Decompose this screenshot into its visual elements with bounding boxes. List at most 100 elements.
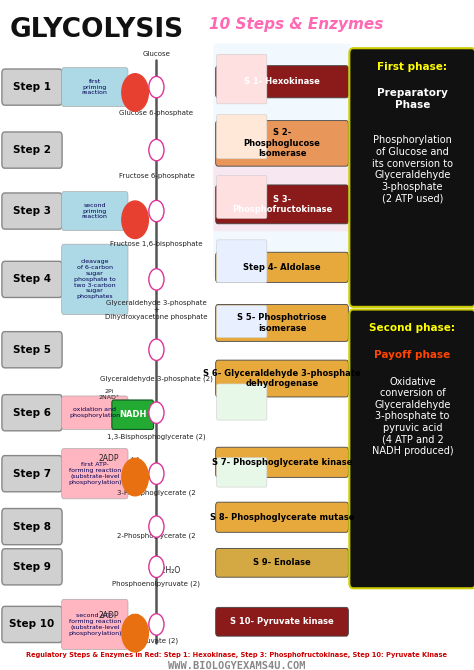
Text: Step 7: Step 7: [13, 469, 51, 478]
Text: Second phase:: Second phase:: [369, 323, 456, 333]
FancyBboxPatch shape: [2, 509, 62, 545]
Text: Regulatory Steps & Enzymes in Red: Step 1: Hexokinase, Step 3: Phosphofructokina: Regulatory Steps & Enzymes in Red: Step …: [27, 653, 447, 658]
Text: Glucose: Glucose: [143, 51, 170, 56]
Circle shape: [149, 614, 164, 635]
Text: Step 9: Step 9: [13, 562, 51, 572]
Text: 2ADP: 2ADP: [99, 610, 119, 620]
Text: S 1- Hexokinase: S 1- Hexokinase: [244, 77, 320, 86]
FancyBboxPatch shape: [217, 306, 267, 338]
Text: S 9- Enolase: S 9- Enolase: [253, 558, 311, 567]
Text: Step 3: Step 3: [13, 206, 51, 216]
Text: 2ADP: 2ADP: [99, 454, 119, 463]
FancyBboxPatch shape: [216, 66, 348, 98]
Text: NADH: NADH: [119, 410, 146, 419]
FancyBboxPatch shape: [216, 360, 348, 397]
FancyBboxPatch shape: [2, 606, 62, 643]
FancyBboxPatch shape: [216, 121, 348, 166]
Text: Glyceraldehyde 3-phosphate
+
Dihydroxyacetone phosphate: Glyceraldehyde 3-phosphate + Dihydroxyac…: [105, 300, 208, 320]
FancyBboxPatch shape: [217, 384, 267, 420]
Circle shape: [149, 556, 164, 578]
Text: second
priming
reaction: second priming reaction: [82, 203, 108, 219]
FancyBboxPatch shape: [216, 185, 348, 224]
Text: S 10- Pyruvate kinase: S 10- Pyruvate kinase: [230, 617, 334, 626]
FancyBboxPatch shape: [112, 400, 154, 429]
Text: Glucose 6-phosphate: Glucose 6-phosphate: [119, 110, 193, 115]
FancyBboxPatch shape: [216, 607, 348, 636]
Text: 2: 2: [154, 145, 159, 155]
FancyBboxPatch shape: [62, 68, 128, 107]
Text: S 3-
Phosphofructokinase: S 3- Phosphofructokinase: [232, 195, 332, 214]
Text: 7: 7: [154, 469, 159, 478]
FancyBboxPatch shape: [216, 304, 348, 342]
Text: Preparatory
Phase: Preparatory Phase: [377, 88, 448, 110]
FancyBboxPatch shape: [216, 502, 348, 532]
Text: first ATP-
forming reaction
(substrate-level
phosphorylation): first ATP- forming reaction (substrate-l…: [68, 462, 121, 485]
Circle shape: [149, 463, 164, 484]
Text: 8: 8: [154, 522, 159, 531]
FancyBboxPatch shape: [217, 176, 267, 218]
Circle shape: [149, 402, 164, 423]
FancyBboxPatch shape: [62, 396, 128, 429]
Text: first
priming
reaction: first priming reaction: [82, 79, 108, 95]
FancyBboxPatch shape: [2, 395, 62, 431]
FancyBboxPatch shape: [213, 44, 351, 278]
Text: S 5- Phosphotriose
isomerase: S 5- Phosphotriose isomerase: [237, 314, 327, 332]
Text: + H: + H: [147, 412, 161, 417]
Text: S 7- Phosphoglycerate kinase: S 7- Phosphoglycerate kinase: [212, 458, 352, 467]
FancyBboxPatch shape: [217, 240, 267, 283]
FancyBboxPatch shape: [2, 132, 62, 168]
Text: 10: 10: [151, 620, 162, 629]
Text: S 2-
Phosphoglucose
Isomerase: S 2- Phosphoglucose Isomerase: [244, 129, 320, 158]
Text: second ATP-
forming reaction
(substrate-level
phosphorylation): second ATP- forming reaction (substrate-…: [68, 613, 121, 636]
Text: 1: 1: [154, 82, 159, 92]
Circle shape: [149, 200, 164, 222]
FancyBboxPatch shape: [62, 192, 128, 230]
Text: 10 Steps & Enzymes: 10 Steps & Enzymes: [209, 17, 383, 32]
FancyBboxPatch shape: [2, 332, 62, 368]
Text: Step 5: Step 5: [13, 345, 51, 354]
Text: cleavage
of 6-carbon
sugar
phosphate to
two 3-carbon
sugar
phosphates: cleavage of 6-carbon sugar phosphate to …: [74, 259, 116, 299]
Text: oxidation and
phosphorylation: oxidation and phosphorylation: [69, 407, 120, 418]
FancyBboxPatch shape: [217, 115, 267, 159]
FancyBboxPatch shape: [349, 48, 474, 307]
FancyBboxPatch shape: [216, 548, 348, 577]
Text: Phosphoenolpyruvate (2): Phosphoenolpyruvate (2): [112, 581, 201, 588]
Text: Pyruvate (2): Pyruvate (2): [135, 637, 178, 644]
Text: Fructose 1,6-bisphosphate: Fructose 1,6-bisphosphate: [110, 241, 203, 247]
Text: Step 6: Step 6: [13, 408, 51, 417]
Text: Payoff phase: Payoff phase: [374, 350, 450, 360]
Circle shape: [149, 516, 164, 537]
Circle shape: [122, 201, 148, 239]
FancyBboxPatch shape: [217, 54, 267, 104]
FancyBboxPatch shape: [62, 449, 128, 498]
Text: 3-Phosphoglycerate (2: 3-Phosphoglycerate (2: [117, 489, 196, 496]
FancyBboxPatch shape: [62, 599, 128, 650]
Text: 6: 6: [154, 408, 159, 417]
FancyBboxPatch shape: [62, 245, 128, 315]
Text: 4: 4: [154, 275, 159, 284]
FancyBboxPatch shape: [216, 252, 348, 283]
Text: Oxidative
conversion of
Glyceraldehyde
3-phosphate to
pyruvic acid
(4 ATP and 2
: Oxidative conversion of Glyceraldehyde 3…: [372, 377, 453, 456]
Text: 2Pi
2NAD⁺: 2Pi 2NAD⁺: [99, 389, 119, 400]
Circle shape: [122, 458, 148, 496]
Circle shape: [149, 339, 164, 360]
Text: Step 10: Step 10: [9, 620, 55, 629]
Text: ATP
→ ADP: ATP → ADP: [123, 86, 147, 99]
Text: S 8- Phosphoglycerate mutase: S 8- Phosphoglycerate mutase: [210, 513, 354, 522]
Text: 3: 3: [154, 206, 159, 216]
Text: 1,3-Bisphosphoglycerate (2): 1,3-Bisphosphoglycerate (2): [107, 433, 206, 440]
Text: Step 4: Step 4: [13, 275, 51, 284]
Text: WWW.BIOLOGYEXAMS4U.COM: WWW.BIOLOGYEXAMS4U.COM: [168, 661, 306, 670]
Text: Step 1: Step 1: [13, 82, 51, 92]
Text: Glyceraldehyde 3-phosphate (2): Glyceraldehyde 3-phosphate (2): [100, 375, 213, 382]
Text: Step 2: Step 2: [13, 145, 51, 155]
FancyBboxPatch shape: [2, 261, 62, 297]
Text: GLYCOLYSIS: GLYCOLYSIS: [9, 17, 183, 44]
Text: 5: 5: [154, 345, 159, 354]
FancyBboxPatch shape: [2, 456, 62, 492]
Text: → 2H₂O: → 2H₂O: [152, 566, 180, 576]
Text: Step 4- Aldolase: Step 4- Aldolase: [243, 263, 321, 272]
Text: 2 ATP: 2 ATP: [124, 630, 146, 636]
Text: Phosphorylation
of Glucose and
its conversion to
Glyceraldehyde
3-phosphate
(2 A: Phosphorylation of Glucose and its conve…: [372, 135, 453, 203]
FancyBboxPatch shape: [2, 549, 62, 585]
